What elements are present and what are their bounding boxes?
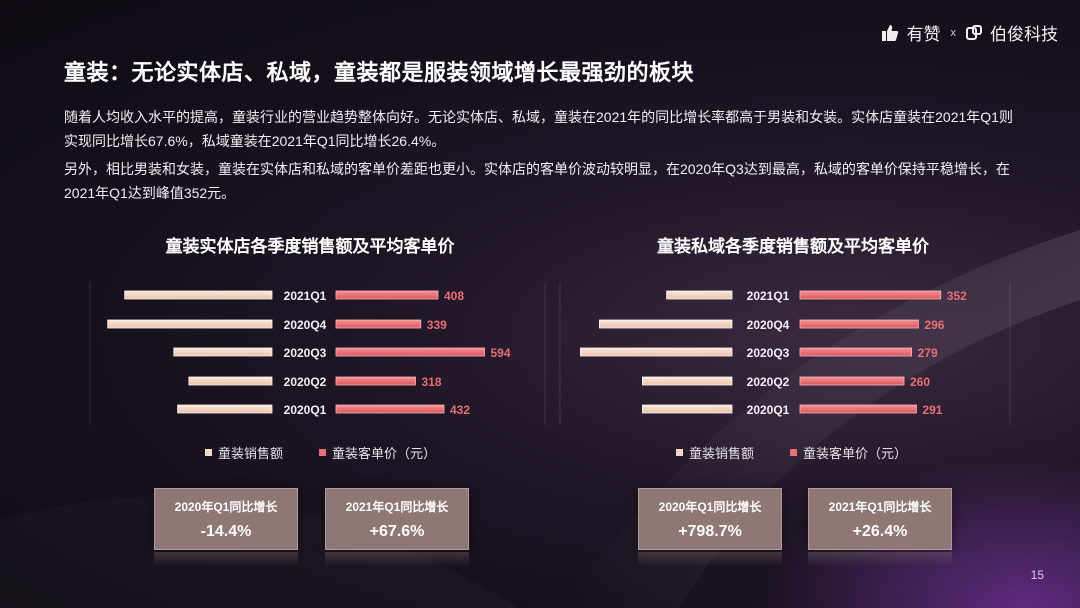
store-price-value-label: 318 [422,375,442,389]
store-category-label: 2020Q1 [284,403,327,417]
store-category-label: 2020Q3 [284,346,327,360]
store-price-bar [335,347,485,357]
store-growth-card-2021q1: 2021年Q1同比增长 +67.6% [325,488,469,550]
private-category-label: 2020Q4 [747,318,790,332]
private-price-bar [799,319,919,329]
legend-item-sales: 童装销售额 [205,443,283,462]
store-price-bar [335,376,416,386]
private-chart-legend: 童装销售额 童装客单价（元） [676,443,907,462]
brand-youzan: 有赞 [906,25,941,44]
private-category-label: 2020Q2 [747,375,790,389]
store-category-label: 2020Q4 [284,318,327,332]
private-sales-bar [666,290,733,300]
legend-item-price: 童装客单价（元） [319,443,436,462]
intro-paragraph-2: 另外，相比男装和女装，童装在实体店和私域的客单价差距也更小。实体店的客单价波动较… [64,161,1010,201]
card-reflection [154,552,298,566]
card-value: -14.4% [200,523,252,540]
card-label: 2021年Q1同比增长 [828,500,932,514]
card-reflection [325,552,469,566]
private-price-value-label: 279 [918,346,938,360]
legend-swatch-sales [676,449,683,456]
brand-separator: x [950,26,957,39]
card-value: +798.7% [678,523,742,540]
store-chart-title: 童装实体店各季度销售额及平均客单价 [165,237,455,256]
store-sales-bar [124,290,273,300]
private-sales-bar [642,376,733,386]
private-category-label: 2020Q1 [747,403,790,417]
legend-swatch-price [319,449,327,456]
card-reflection [638,552,782,566]
brand-bojun: 伯俊科技 [990,25,1058,44]
store-price-bar [335,290,439,300]
private-sales-bar [599,319,733,329]
legend-swatch-sales [205,449,212,456]
store-growth-card-2020q1: 2020年Q1同比增长 -14.4% [154,488,298,550]
card-label: 2020年Q1同比增长 [658,500,762,514]
store-price-bar [335,404,445,414]
intro-paragraph-1: 随着人均收入水平的提高，童装行业的营业趋势整体向好。无论实体店、私域，童装在20… [64,109,1013,149]
page-number: 15 [1030,568,1044,582]
private-growth-card-2020q1: 2020年Q1同比增长 +798.7% [638,488,782,550]
store-category-label: 2020Q2 [284,375,327,389]
private-growth-card-2021q1: 2021年Q1同比增长 +26.4% [808,488,952,550]
legend-item-sales: 童装销售额 [676,443,754,462]
thumbs-up-icon [881,24,898,41]
card-reflection [808,552,952,566]
private-price-bar [799,404,917,414]
store-price-value-label: 432 [450,403,470,417]
private-price-value-label: 291 [922,403,942,417]
legend-swatch-price [790,449,798,456]
legend-label-price: 童装客单价（元） [803,446,908,461]
legend-label-sales: 童装销售额 [689,446,755,461]
card-label: 2020年Q1同比增长 [174,500,278,514]
bojun-logo-icon [966,24,982,40]
card-value: +26.4% [852,523,908,540]
private-category-label: 2021Q1 [747,289,790,303]
private-price-value-label: 260 [910,375,930,389]
store-price-value-label: 594 [491,346,511,360]
private-price-bar [799,290,942,300]
private-sales-bar [580,347,733,357]
private-price-value-label: 352 [947,289,967,303]
private-sales-bar [642,404,733,414]
legend-label-price: 童装客单价（元） [332,446,437,461]
store-sales-bar [107,319,273,329]
private-category-label: 2020Q3 [747,346,790,360]
store-chart-legend: 童装销售额 童装客单价（元） [205,443,436,462]
store-sales-bar [173,347,273,357]
store-price-value-label: 408 [444,289,464,303]
card-value: +67.6% [369,523,425,540]
store-price-value-label: 339 [427,318,447,332]
store-sales-bar [177,404,273,414]
legend-label-sales: 童装销售额 [218,446,284,461]
store-sales-bar [188,376,273,386]
page-title: 童装：无论实体店、私域，童装都是服装领域增长最强劲的板块 [64,60,695,85]
private-chart-title: 童装私域各季度销售额及平均客单价 [657,237,929,256]
brand-header: 有赞 x 伯俊科技 [881,20,1058,45]
private-price-value-label: 296 [924,318,944,332]
store-price-bar [335,319,422,329]
store-category-label: 2021Q1 [284,289,327,303]
private-price-bar [799,347,912,357]
card-label: 2021年Q1同比增长 [345,500,449,514]
private-price-bar [799,376,905,386]
legend-item-price: 童装客单价（元） [790,443,907,462]
